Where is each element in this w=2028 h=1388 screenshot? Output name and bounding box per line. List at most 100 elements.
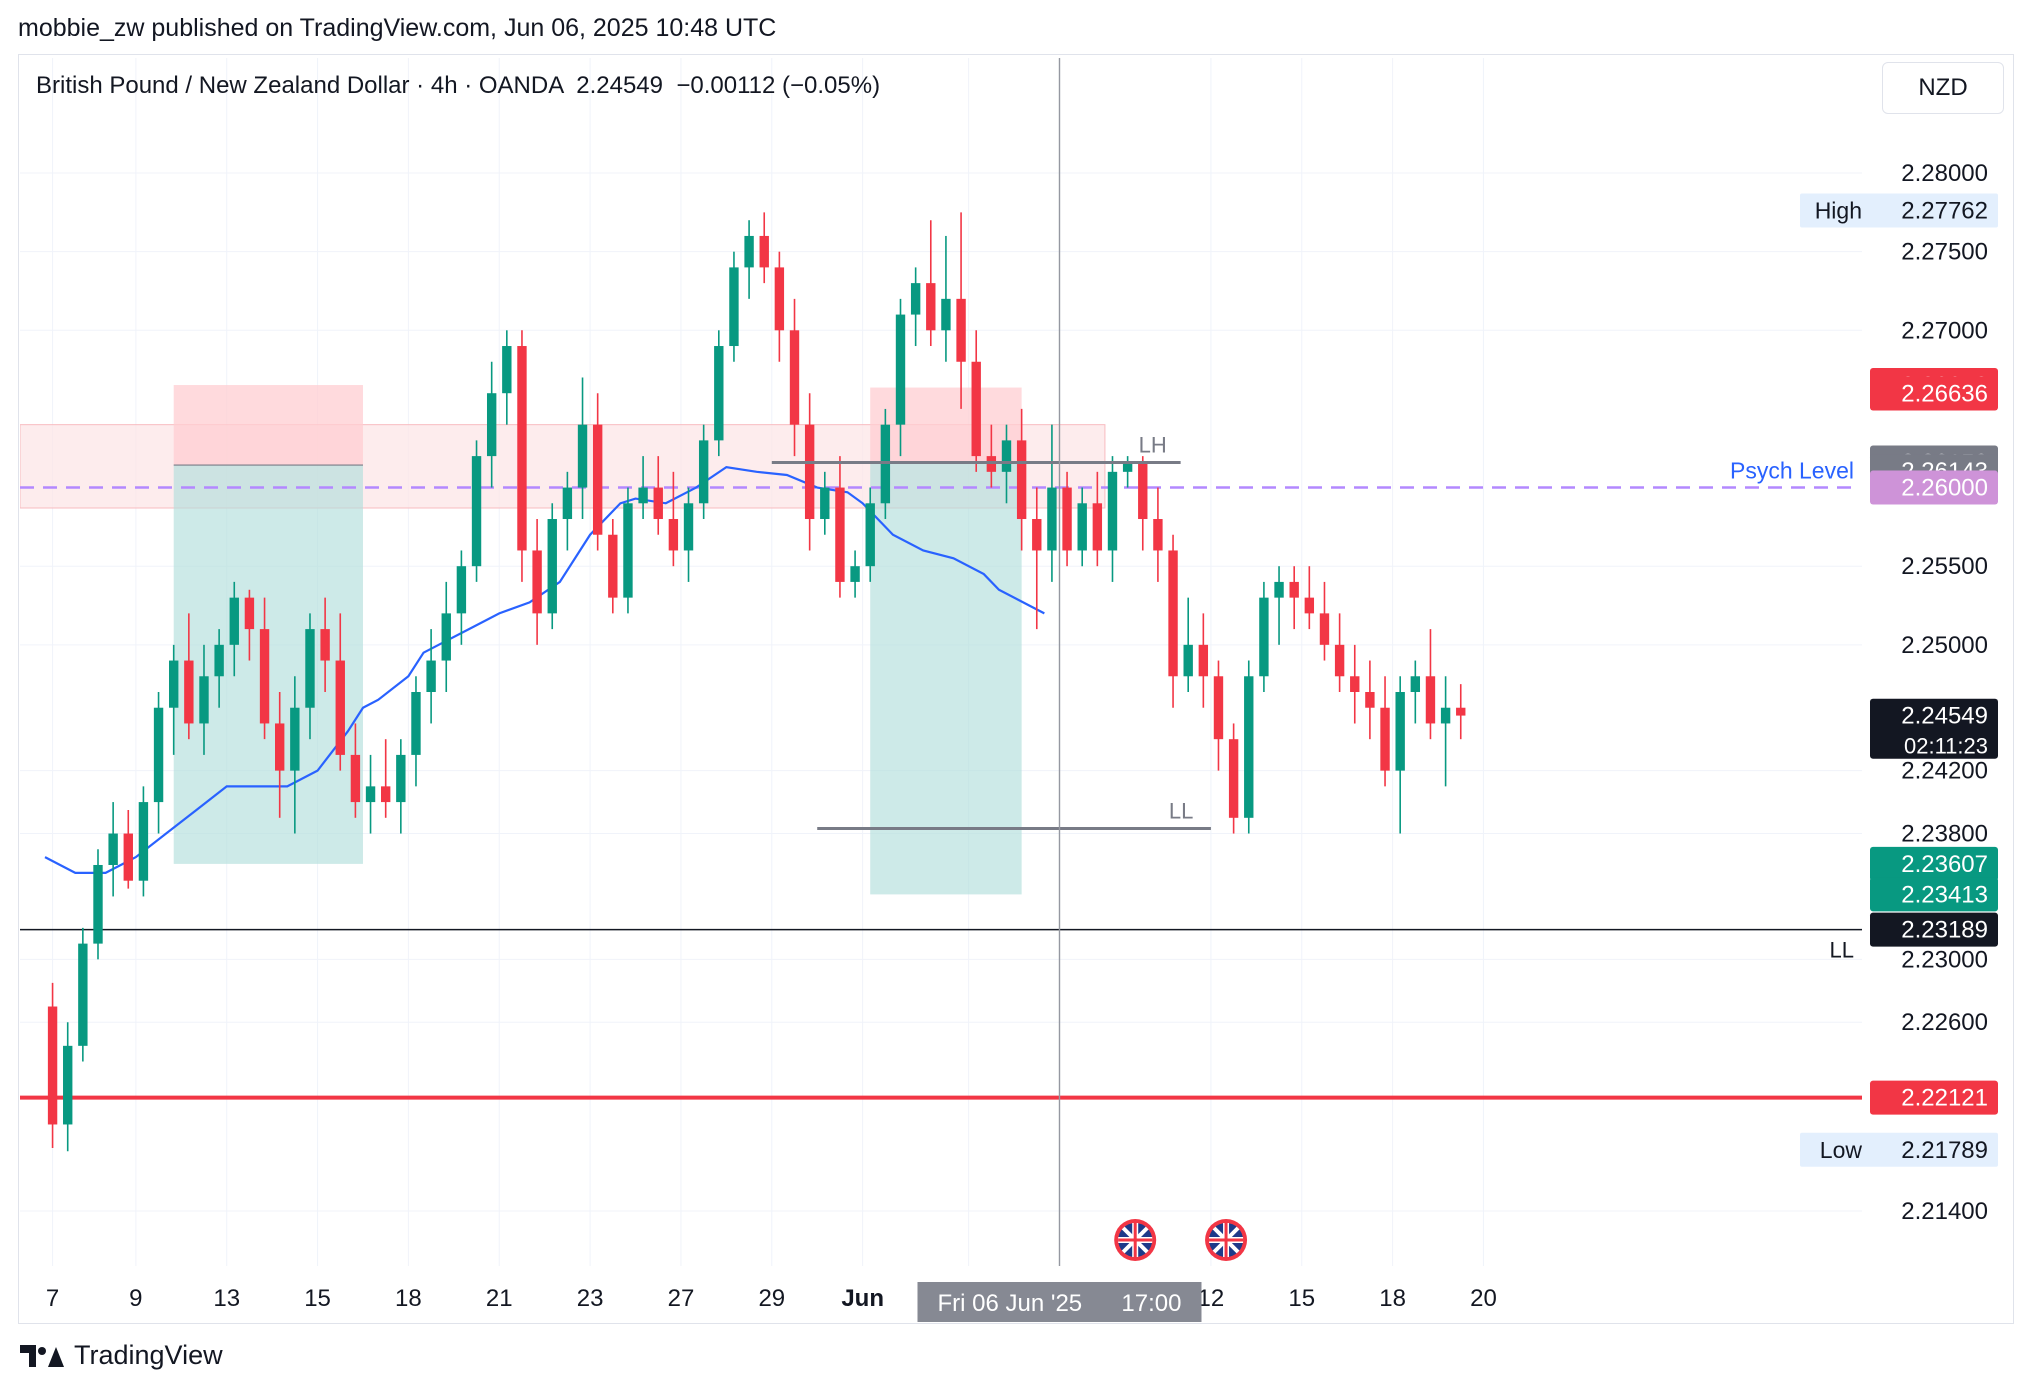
candle[interactable] (1153, 519, 1163, 551)
candle[interactable] (910, 283, 921, 315)
candle[interactable] (577, 424, 588, 488)
candle[interactable] (1062, 487, 1072, 551)
candle[interactable] (47, 1006, 58, 1125)
currency-button[interactable]: NZD (1882, 62, 2004, 114)
candle[interactable] (1350, 676, 1360, 692)
candle[interactable] (820, 487, 830, 520)
stop-loss-zone[interactable] (870, 387, 1022, 463)
candle[interactable] (63, 1045, 73, 1125)
candle[interactable] (184, 660, 194, 724)
candle[interactable] (608, 534, 618, 598)
candle[interactable] (320, 629, 330, 661)
candle[interactable] (456, 566, 467, 614)
candle[interactable] (835, 487, 845, 582)
candle[interactable] (1228, 739, 1239, 818)
candle[interactable] (532, 550, 542, 614)
candle[interactable] (774, 267, 785, 331)
candle[interactable] (396, 754, 406, 803)
candle[interactable] (517, 346, 527, 551)
candle[interactable] (214, 644, 224, 677)
candle[interactable] (1047, 487, 1057, 551)
uk-flag-icon[interactable] (1114, 1219, 1157, 1261)
candle[interactable] (744, 235, 754, 268)
candle[interactable] (350, 754, 361, 803)
candle[interactable] (698, 440, 709, 504)
candle[interactable] (486, 393, 497, 457)
candle[interactable] (1304, 597, 1315, 614)
candle[interactable] (502, 346, 512, 394)
candle[interactable] (668, 519, 679, 551)
candle[interactable] (1440, 707, 1451, 724)
candle[interactable] (1319, 613, 1330, 645)
uk-flag-icon[interactable] (1205, 1219, 1248, 1261)
candle[interactable] (138, 802, 149, 881)
candle[interactable] (623, 503, 633, 598)
candle[interactable] (1138, 463, 1148, 520)
candle[interactable] (941, 298, 951, 331)
candle[interactable] (441, 613, 451, 661)
candle[interactable] (729, 267, 739, 347)
candle[interactable] (1092, 503, 1103, 551)
plot-area[interactable]: LH LL Psych Level LL (20, 58, 1862, 1266)
candle[interactable] (411, 692, 421, 755)
candle[interactable] (1259, 597, 1269, 677)
candle[interactable] (244, 597, 255, 630)
candle[interactable] (1395, 692, 1405, 771)
candle[interactable] (108, 833, 118, 865)
candle[interactable] (971, 361, 981, 457)
candle[interactable] (759, 235, 769, 268)
candle[interactable] (123, 833, 133, 881)
take-profit-zone[interactable] (870, 462, 1022, 895)
candle[interactable] (305, 629, 315, 708)
candle[interactable] (804, 424, 815, 520)
candle[interactable] (683, 503, 694, 551)
candle[interactable] (895, 314, 906, 425)
candle[interactable] (290, 707, 300, 771)
candle[interactable] (1001, 440, 1012, 472)
candle[interactable] (93, 864, 103, 944)
candle[interactable] (1244, 676, 1254, 818)
candle[interactable] (1032, 519, 1042, 551)
candle[interactable] (1168, 550, 1178, 677)
candle[interactable] (547, 519, 557, 614)
candle[interactable] (365, 786, 376, 803)
candle[interactable] (1107, 471, 1118, 551)
candle[interactable] (956, 298, 966, 362)
candle[interactable] (1122, 463, 1133, 472)
symbol-header[interactable]: British Pound / New Zealand Dollar · 4h … (36, 72, 881, 99)
candle[interactable] (850, 566, 860, 582)
candle[interactable] (1380, 707, 1390, 771)
candle[interactable] (1016, 440, 1027, 520)
candle[interactable] (259, 629, 270, 724)
candle[interactable] (562, 487, 573, 520)
candle[interactable] (789, 330, 800, 425)
candle[interactable] (653, 487, 663, 520)
candle[interactable] (1410, 676, 1421, 692)
candle[interactable] (1183, 644, 1193, 677)
candle[interactable] (1213, 676, 1224, 740)
candle[interactable] (153, 707, 164, 803)
candle[interactable] (1365, 692, 1375, 708)
candle[interactable] (1198, 644, 1209, 677)
candle[interactable] (471, 456, 482, 567)
candle[interactable] (865, 503, 875, 567)
candle[interactable] (1456, 707, 1466, 716)
candle[interactable] (1289, 581, 1299, 598)
candle[interactable] (335, 660, 345, 755)
candle[interactable] (638, 487, 648, 504)
candle[interactable] (199, 676, 209, 724)
candle[interactable] (380, 786, 391, 803)
candle[interactable] (1425, 676, 1436, 724)
candle[interactable] (169, 660, 179, 708)
candle[interactable] (426, 660, 436, 692)
candle[interactable] (714, 346, 724, 441)
candle[interactable] (592, 424, 603, 535)
tradingview-logo[interactable]: TradingView (20, 1340, 223, 1371)
candle[interactable] (78, 943, 88, 1046)
candle[interactable] (275, 723, 285, 771)
candle[interactable] (1274, 581, 1284, 598)
candle[interactable] (229, 597, 239, 645)
candle[interactable] (1077, 503, 1087, 551)
candle[interactable] (926, 283, 936, 331)
